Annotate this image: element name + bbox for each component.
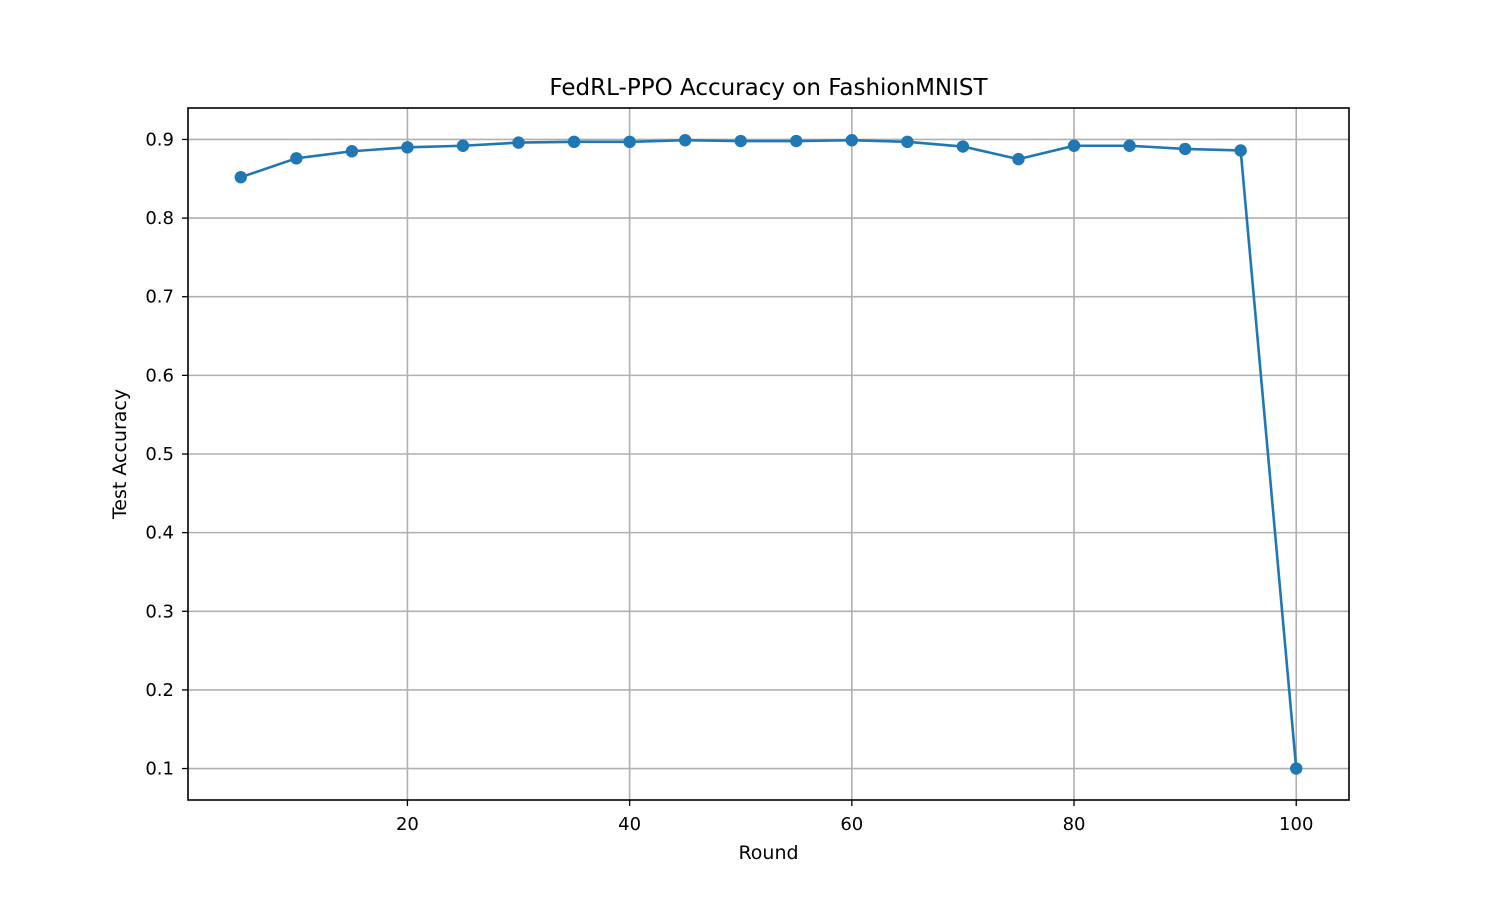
data-point bbox=[1178, 142, 1192, 156]
y-tick-label: 0.9 bbox=[145, 129, 174, 150]
x-tick-label: 40 bbox=[618, 814, 641, 835]
series-layer bbox=[234, 134, 1303, 775]
y-tick-label: 0.3 bbox=[145, 601, 174, 622]
data-point bbox=[234, 171, 247, 184]
data-point bbox=[901, 135, 914, 149]
data-point bbox=[956, 140, 970, 153]
x-tick-label: 20 bbox=[396, 814, 419, 835]
x-tick-label: 100 bbox=[1279, 814, 1313, 835]
data-point bbox=[1234, 144, 1247, 157]
data-point bbox=[623, 135, 636, 149]
data-point bbox=[512, 136, 525, 149]
data-point bbox=[567, 135, 581, 149]
y-axis-ticks: 0.1 0.2 0.3 0.4 0.5 0.6 0.7 0.8 0.9 bbox=[145, 129, 188, 780]
y-tick-label: 0.4 bbox=[145, 523, 174, 544]
y-tick-label: 0.2 bbox=[145, 680, 174, 701]
data-point bbox=[456, 139, 470, 152]
data-point bbox=[845, 134, 859, 147]
data-point bbox=[290, 152, 303, 165]
chart-title: FedRL-PPO Accuracy on FashionMNIST bbox=[549, 75, 988, 101]
data-point bbox=[1290, 762, 1303, 775]
y-tick-label: 0.5 bbox=[145, 444, 174, 465]
data-point bbox=[401, 141, 414, 154]
y-tick-label: 0.7 bbox=[145, 287, 174, 308]
y-tick-label: 0.1 bbox=[145, 759, 174, 780]
x-axis-ticks: 20 40 60 80 100 bbox=[396, 800, 1313, 835]
data-point bbox=[345, 145, 359, 158]
data-point bbox=[1012, 152, 1025, 166]
series-line bbox=[240, 138, 1298, 769]
x-tick-label: 60 bbox=[840, 814, 863, 835]
x-axis-title: Round bbox=[738, 842, 798, 864]
y-tick-label: 0.8 bbox=[145, 208, 174, 229]
x-tick-label: 80 bbox=[1063, 814, 1086, 835]
data-point bbox=[734, 134, 747, 148]
data-point bbox=[1123, 139, 1136, 152]
y-tick-label: 0.6 bbox=[145, 365, 174, 386]
y-axis-title: Test Accuracy bbox=[109, 389, 131, 520]
data-point bbox=[790, 134, 803, 148]
data-point bbox=[1067, 139, 1081, 152]
grid bbox=[188, 108, 1349, 800]
data-point bbox=[678, 134, 692, 147]
